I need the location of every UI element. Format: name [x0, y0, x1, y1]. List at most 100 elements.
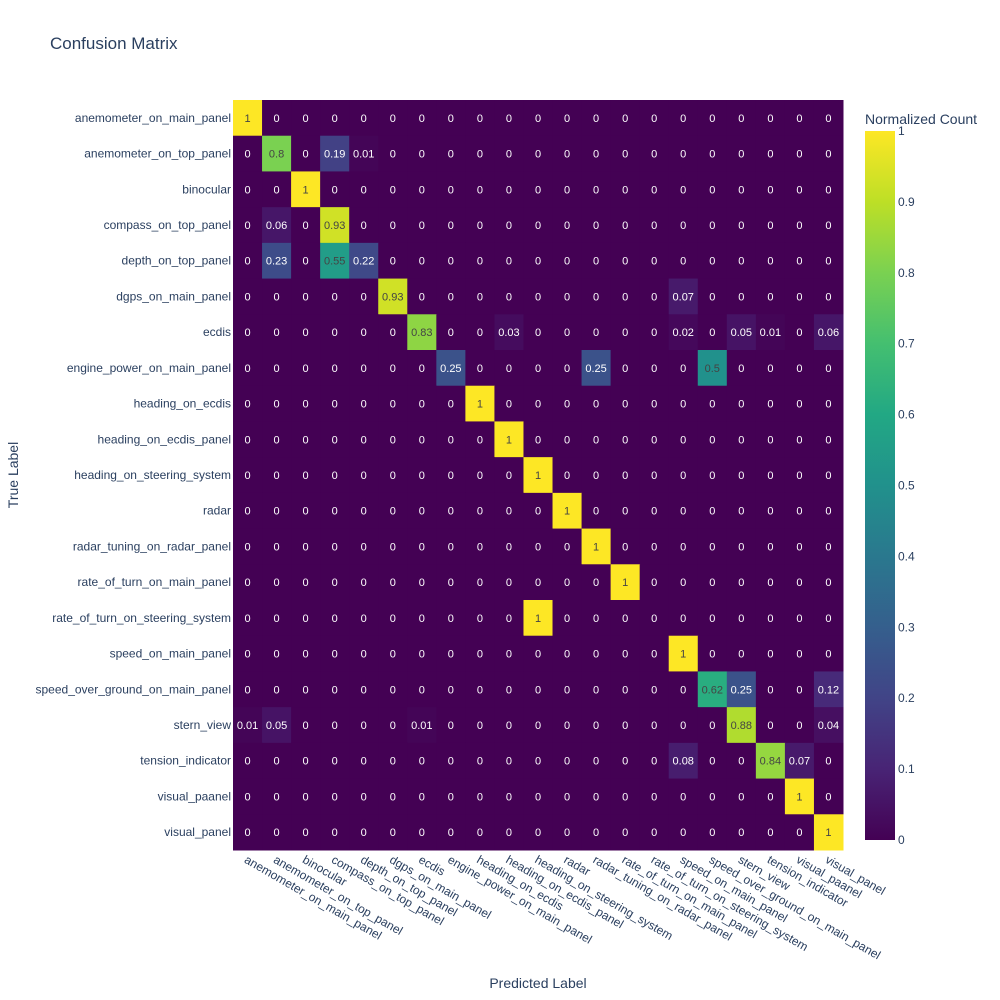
- cell-value-label: 0: [825, 613, 831, 625]
- heatmap-cell: [726, 707, 757, 744]
- cell-value-label: 0: [622, 291, 628, 303]
- heatmap-cell: [436, 100, 466, 137]
- cell-value-label: 0: [564, 434, 570, 446]
- cell-value-label: 0: [274, 113, 280, 125]
- cell-value-label: 0: [419, 399, 425, 411]
- heatmap-cell: [726, 457, 757, 494]
- heatmap-cell: [465, 421, 495, 458]
- cell-value-label: 0: [419, 149, 425, 161]
- cell-value-label: 0: [535, 399, 541, 411]
- heatmap-cell: [726, 135, 757, 172]
- heatmap-cell: [262, 278, 292, 315]
- heatmap-cell: [697, 778, 728, 815]
- heatmap-cell: [465, 742, 495, 780]
- cell-value-label: 0: [738, 506, 744, 518]
- cell-value-label: 0: [332, 684, 338, 696]
- heatmap-cell: [552, 278, 583, 315]
- cell-value-label: 0: [680, 506, 686, 518]
- cell-value-label: 0: [390, 649, 396, 661]
- cell-value-label: 0: [332, 291, 338, 303]
- heatmap-cell: [523, 314, 554, 351]
- heatmap-cell: [755, 564, 786, 601]
- heatmap-cell: [320, 778, 350, 815]
- heatmap-cell: [581, 457, 612, 494]
- heatmap-cell: [668, 742, 699, 780]
- heatmap-cell: [581, 635, 612, 672]
- cell-value-label: 0: [825, 363, 831, 375]
- cell-value-label: 0: [390, 256, 396, 268]
- heatmap-cell: [233, 385, 263, 422]
- heatmap-cell: [726, 350, 757, 387]
- heatmap-cell: [610, 421, 641, 458]
- heatmap-cell: [697, 171, 728, 208]
- cell-value-label: 0: [767, 470, 773, 482]
- heatmap-cell: [349, 742, 379, 780]
- heatmap-cell: [262, 314, 292, 351]
- heatmap-cell: [378, 242, 408, 280]
- cell-value-label: 0: [332, 827, 338, 839]
- cell-value-label: 0: [535, 720, 541, 732]
- cell-value-label: 0: [303, 470, 309, 482]
- heatmap-cell: [784, 135, 815, 172]
- heatmap-cell: [755, 135, 786, 172]
- heatmap-cell: [813, 814, 844, 851]
- y-tick-label: anemometer_on_top_panel: [84, 147, 231, 161]
- cell-value-label: 0: [361, 720, 367, 732]
- cell-value-label: 0: [303, 363, 309, 375]
- heatmap-cell: [378, 528, 408, 565]
- cell-value-label: 0: [709, 291, 715, 303]
- cell-value-label: 0: [361, 613, 367, 625]
- cell-value-label: 0: [361, 684, 367, 696]
- cell-value-label: 0: [738, 791, 744, 803]
- cell-value-label: 0: [448, 541, 454, 553]
- heatmap-cell: [755, 207, 786, 244]
- heatmap-cell: [697, 600, 728, 637]
- heatmap-cell: [755, 350, 786, 387]
- cell-value-label: 0: [477, 684, 483, 696]
- heatmap-cell: [523, 600, 554, 637]
- cell-value-label: 0: [390, 577, 396, 589]
- heatmap-cell: [494, 350, 524, 387]
- cell-value-label: 0: [477, 113, 483, 125]
- heatmap-cell: [581, 278, 612, 315]
- cell-value-label: 0: [332, 613, 338, 625]
- heatmap-cell: [407, 457, 437, 494]
- heatmap-cell: [552, 707, 583, 744]
- heatmap-cell: [697, 385, 728, 422]
- heatmap-cell: [291, 135, 321, 172]
- heatmap-cell: [436, 635, 466, 672]
- cell-value-label: 0: [709, 399, 715, 411]
- heatmap-cell: [378, 564, 408, 601]
- cell-value-label: 0: [709, 649, 715, 661]
- heatmap-cell: [262, 100, 292, 137]
- heatmap-cell: [320, 635, 350, 672]
- heatmap-cell: [465, 778, 495, 815]
- cell-value-label: 0: [593, 827, 599, 839]
- cell-value-label: 0: [506, 149, 512, 161]
- cell-value-label: 0.04: [818, 720, 839, 732]
- cell-value-label: 0: [709, 827, 715, 839]
- cell-value-label: 0: [709, 791, 715, 803]
- heatmap-cell: [639, 528, 670, 565]
- heatmap-cell: [668, 564, 699, 601]
- cell-value-label: 0: [332, 363, 338, 375]
- heatmap-cell: [523, 171, 554, 208]
- heatmap-cell: [378, 314, 408, 351]
- chart-title: Confusion Matrix: [50, 34, 178, 53]
- cell-value-label: 0: [390, 470, 396, 482]
- cell-value-label: 0: [332, 399, 338, 411]
- heatmap-cell: [726, 278, 757, 315]
- heatmap-cell: [581, 528, 612, 565]
- heatmap-cell: [233, 421, 263, 458]
- heatmap-cell: [668, 671, 699, 708]
- heatmap-cell: [552, 100, 583, 137]
- heatmap-cell: [726, 492, 757, 530]
- heatmap-cell: [581, 314, 612, 351]
- heatmap-cell: [610, 278, 641, 315]
- cell-value-label: 0: [419, 256, 425, 268]
- colorbar-tick-label: 1: [898, 124, 905, 138]
- cell-value-label: 0.08: [673, 756, 694, 768]
- heatmap-cell: [581, 242, 612, 280]
- heatmap-cell: [436, 350, 466, 387]
- cell-value-label: 0: [738, 577, 744, 589]
